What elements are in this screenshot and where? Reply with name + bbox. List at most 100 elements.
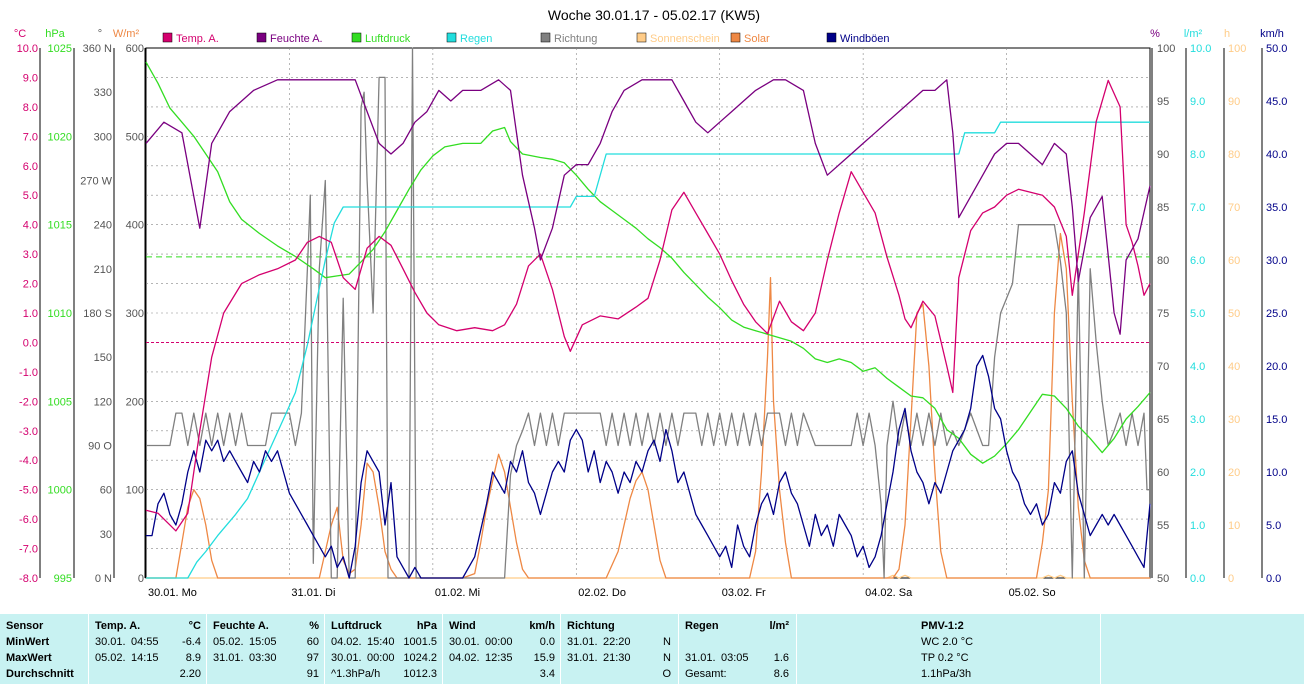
- stats-direction-header: Richtung: [567, 620, 615, 632]
- stats-direction-max-time: 21:30: [603, 652, 631, 664]
- stats-pmv-wc: WC 2.0 °C: [921, 636, 974, 648]
- series-line-temp: [145, 79, 1151, 532]
- stats-row-label-avg: Durchschnitt: [6, 668, 74, 680]
- tick-label-wind: 15.0: [1266, 414, 1287, 426]
- tick-label-sunshine: 40: [1228, 361, 1240, 373]
- tick-label-temp: -1.0: [19, 367, 38, 379]
- stats-temp-max-value: 8.9: [185, 652, 201, 664]
- tick-label-temp: -2.0: [19, 396, 38, 408]
- unit-label-pressure: hPa: [45, 28, 65, 40]
- tick-label-humidity: 65: [1157, 414, 1169, 426]
- tick-label-humidity: 50: [1157, 573, 1169, 585]
- stats-wind-avg-value: 3.4: [539, 668, 555, 680]
- plot-area: [145, 47, 1151, 579]
- tick-label-direction: 210: [94, 264, 112, 276]
- tick-label-rain: 1.0: [1190, 520, 1205, 532]
- legend-label: Luftdruck: [365, 33, 411, 45]
- stats-rain-total-label: Gesamt:: [685, 668, 727, 680]
- stats-row-label-max: MaxWert: [6, 652, 52, 664]
- stats-col-empty: [1100, 614, 1304, 684]
- stats-wind-header: Wind: [449, 620, 476, 632]
- tick-label-temp: 7.0: [23, 131, 38, 143]
- tick-label-humidity: 85: [1157, 202, 1169, 214]
- tick-label-rain: 9.0: [1190, 96, 1205, 108]
- tick-label-rain: 10.0: [1190, 43, 1211, 55]
- legend-label: Richtung: [554, 33, 597, 45]
- stats-humidity-max-value: 97: [306, 652, 319, 664]
- stats-pressure-header: Luftdruck: [331, 620, 382, 632]
- stats-pmv-trend: 1.1hPa/3h: [921, 668, 972, 680]
- tick-label-pressure: 1015: [48, 220, 72, 232]
- tick-label-rain: 8.0: [1190, 149, 1205, 161]
- tick-label-temp: -5.0: [19, 485, 38, 497]
- tick-label-humidity: 55: [1157, 520, 1169, 532]
- stats-rain-header: Regen: [685, 620, 719, 632]
- tick-label-temp: 8.0: [23, 102, 38, 114]
- stats-pressure-max-value: 1024.2: [403, 652, 437, 664]
- tick-label-rain: 3.0: [1190, 414, 1205, 426]
- stats-wind-max-value: 15.9: [533, 652, 555, 664]
- tick-label-wind: 40.0: [1266, 149, 1287, 161]
- stats-pressure-max-date: 30.01.: [331, 652, 362, 664]
- tick-label-sunshine: 30: [1228, 414, 1240, 426]
- stats-col-rain: Regen l/m² 31.01. 03:05 1.6 Gesamt: 8.6: [678, 614, 797, 684]
- x-tick-label: 02.02. Do: [578, 587, 626, 599]
- stats-rain-unit: l/m²: [769, 620, 789, 632]
- x-tick-label: 05.02. So: [1009, 587, 1056, 599]
- tick-label-temp: 9.0: [23, 72, 38, 84]
- tick-label-direction: 90 O: [88, 441, 112, 453]
- stats-pressure-min-date: 04.02.: [331, 636, 362, 648]
- tick-label-wind: 20.0: [1266, 361, 1287, 373]
- right-axes: 1009590858075706560555010.09.08.07.06.05…: [1151, 43, 1287, 585]
- stats-rain-max-value: 1.6: [773, 652, 789, 664]
- stats-pressure-max-time: 00:00: [367, 652, 395, 664]
- legend-label: Sonnenschein: [650, 33, 720, 45]
- stats-direction-min-time: 22:20: [603, 636, 631, 648]
- stats-wind-max-time: 12:35: [485, 652, 513, 664]
- statistics-table: Sensor MinWert MaxWert Durchschnitt Temp…: [0, 614, 1304, 684]
- series-line-rain: [146, 121, 1150, 579]
- series-line-pressure: [145, 61, 1151, 464]
- tick-label-temp: 3.0: [23, 249, 38, 261]
- legend: Temp. A. Feuchte A. Luftdruck Regen Richtung…: [162, 32, 890, 45]
- x-tick-label: 01.02. Mi: [435, 587, 480, 599]
- tick-label-temp: 4.0: [23, 220, 38, 232]
- tick-label-temp: 0.0: [23, 337, 38, 349]
- stats-pressure-min-time: 15:40: [367, 636, 395, 648]
- unit-label-direction: °: [98, 28, 102, 40]
- stats-pressure-unit: hPa: [416, 620, 437, 632]
- tick-label-wind: 0.0: [1266, 573, 1281, 585]
- tick-label-humidity: 90: [1157, 149, 1169, 161]
- x-tick-label: 31.01. Di: [291, 587, 335, 599]
- tick-label-pressure: 1010: [48, 308, 72, 320]
- stats-humidity-min-value: 60: [306, 636, 319, 648]
- stats-col-pmv: PMV-1:2 WC 2.0 °C TP 0.2 °C 1.1hPa/3h: [796, 614, 1101, 684]
- unit-label-solar: W/m²: [113, 28, 140, 40]
- stats-pmv-tp: TP 0.2 °C: [921, 652, 969, 664]
- tick-label-pressure: 1000: [48, 485, 72, 497]
- tick-label-direction: 330: [94, 87, 112, 99]
- tick-label-temp: -6.0: [19, 514, 38, 526]
- stats-col-wind: Wind km/h 30.01. 00:00 0.0 04.02. 12:35 …: [442, 614, 561, 684]
- legend-label: Feuchte A.: [270, 33, 323, 45]
- tick-label-temp: 5.0: [23, 190, 38, 202]
- tick-label-solar: 500: [126, 131, 144, 143]
- tick-label-humidity: 75: [1157, 308, 1169, 320]
- stats-rain-total-value: 8.6: [773, 668, 789, 680]
- tick-label-humidity: 80: [1157, 255, 1169, 267]
- unit-label-humidity: %: [1150, 28, 1160, 40]
- stats-temp-min-date: 30.01.: [95, 636, 126, 648]
- stats-humidity-header: Feuchte A.: [213, 620, 269, 632]
- stats-sensor-header: Sensor: [6, 620, 44, 632]
- legend-label: Regen: [460, 33, 492, 45]
- stats-wind-min-date: 30.01.: [449, 636, 480, 648]
- stats-pressure-trend: ^1.3hPa/h: [331, 668, 381, 680]
- tick-label-sunshine: 10: [1228, 520, 1240, 532]
- tick-label-solar: 400: [126, 220, 144, 232]
- tick-label-direction: 300: [94, 131, 112, 143]
- stats-col-temp: Temp. A. °C 30.01. 04:55 -6.4 05.02. 14:…: [88, 614, 207, 684]
- stats-temp-min-time: 04:55: [131, 636, 159, 648]
- tick-label-humidity: 95: [1157, 96, 1169, 108]
- tick-label-wind: 45.0: [1266, 96, 1287, 108]
- stats-rain-max-time: 03:05: [721, 652, 749, 664]
